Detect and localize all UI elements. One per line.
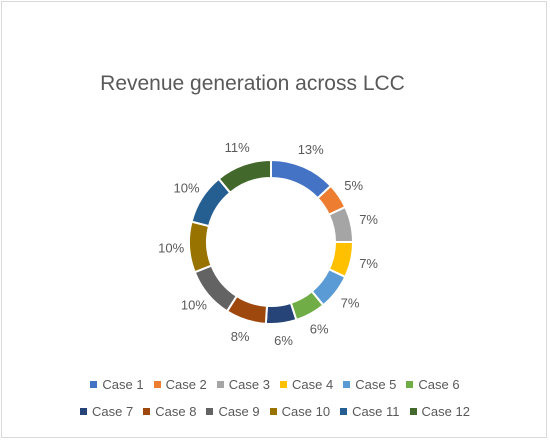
chart-title: Revenue generation across LCC — [100, 72, 405, 95]
data-label-case-3: 7% — [359, 212, 378, 227]
legend-label: Case 9 — [218, 404, 260, 419]
legend-label: Case 3 — [228, 377, 270, 392]
legend-swatch — [343, 381, 351, 388]
data-label-case-7: 6% — [274, 333, 293, 348]
legend-item-case-11: Case 11 — [340, 404, 400, 419]
data-label-case-9: 10% — [181, 298, 207, 313]
legend-item-case-12: Case 12 — [409, 404, 470, 419]
legend-swatch — [280, 381, 287, 388]
legend-item-case-10: Case 10 — [269, 404, 331, 419]
legend-item-case-5: Case 5 — [343, 377, 396, 392]
data-label-case-11: 10% — [174, 180, 200, 195]
data-label-case-10: 10% — [158, 240, 184, 255]
legend-swatch — [269, 408, 277, 415]
legend-row-1: Case 1 Case 2 Case 3 Case 4 Case 5 Case 6 — [0, 377, 550, 392]
legend-item-case-2: Case 2 — [153, 377, 207, 392]
legend-label: Case 10 — [281, 404, 331, 419]
slice-case-7 — [264, 301, 298, 325]
legend-label: Case 7 — [92, 404, 134, 419]
legend-label: Case 6 — [418, 377, 460, 392]
data-label-case-4: 7% — [359, 256, 378, 271]
data-label-case-1: 13% — [298, 142, 324, 157]
legend-label: Case 4 — [292, 377, 334, 392]
legend-swatch — [406, 381, 414, 388]
legend-swatch — [216, 381, 224, 388]
legend-item-case-4: Case 4 — [280, 377, 333, 392]
legend-label: Case 1 — [102, 377, 144, 392]
legend-item-case-8: Case 8 — [143, 404, 196, 419]
slice-case-1 — [270, 158, 333, 200]
data-label-case-8: 8% — [231, 329, 250, 344]
legend-swatch — [90, 381, 98, 388]
legend-item-case-7: Case 7 — [80, 404, 133, 419]
data-label-case-6: 6% — [310, 322, 329, 337]
data-label-case-2: 5% — [344, 178, 363, 193]
legend-item-case-1: Case 1 — [90, 377, 144, 392]
slice-case-12 — [217, 158, 272, 195]
legend-label: Case 5 — [355, 377, 397, 392]
legend-swatch — [143, 408, 151, 415]
legend-label: Case 2 — [165, 377, 207, 392]
legend-row-2: Case 7 Case 8 Case 9 Case 10 Case 11 Case 12 — [0, 404, 550, 419]
legend-label: Case 11 — [352, 404, 400, 419]
legend-swatch — [80, 408, 88, 415]
legend-swatch — [409, 408, 417, 415]
legend-item-case-3: Case 3 — [216, 377, 270, 392]
data-label-case-12: 11% — [225, 140, 250, 155]
legend-swatch — [153, 381, 161, 388]
legend-swatch — [340, 408, 348, 415]
slice-case-3 — [327, 205, 355, 243]
legend-swatch — [206, 408, 214, 415]
data-label-case-5: 7% — [341, 295, 360, 310]
legend-label: Case 12 — [421, 404, 470, 419]
slice-case-10 — [188, 220, 213, 274]
legend-item-case-9: Case 9 — [206, 404, 260, 419]
legend-label: Case 8 — [155, 404, 197, 419]
legend-item-case-6: Case 6 — [406, 377, 460, 392]
